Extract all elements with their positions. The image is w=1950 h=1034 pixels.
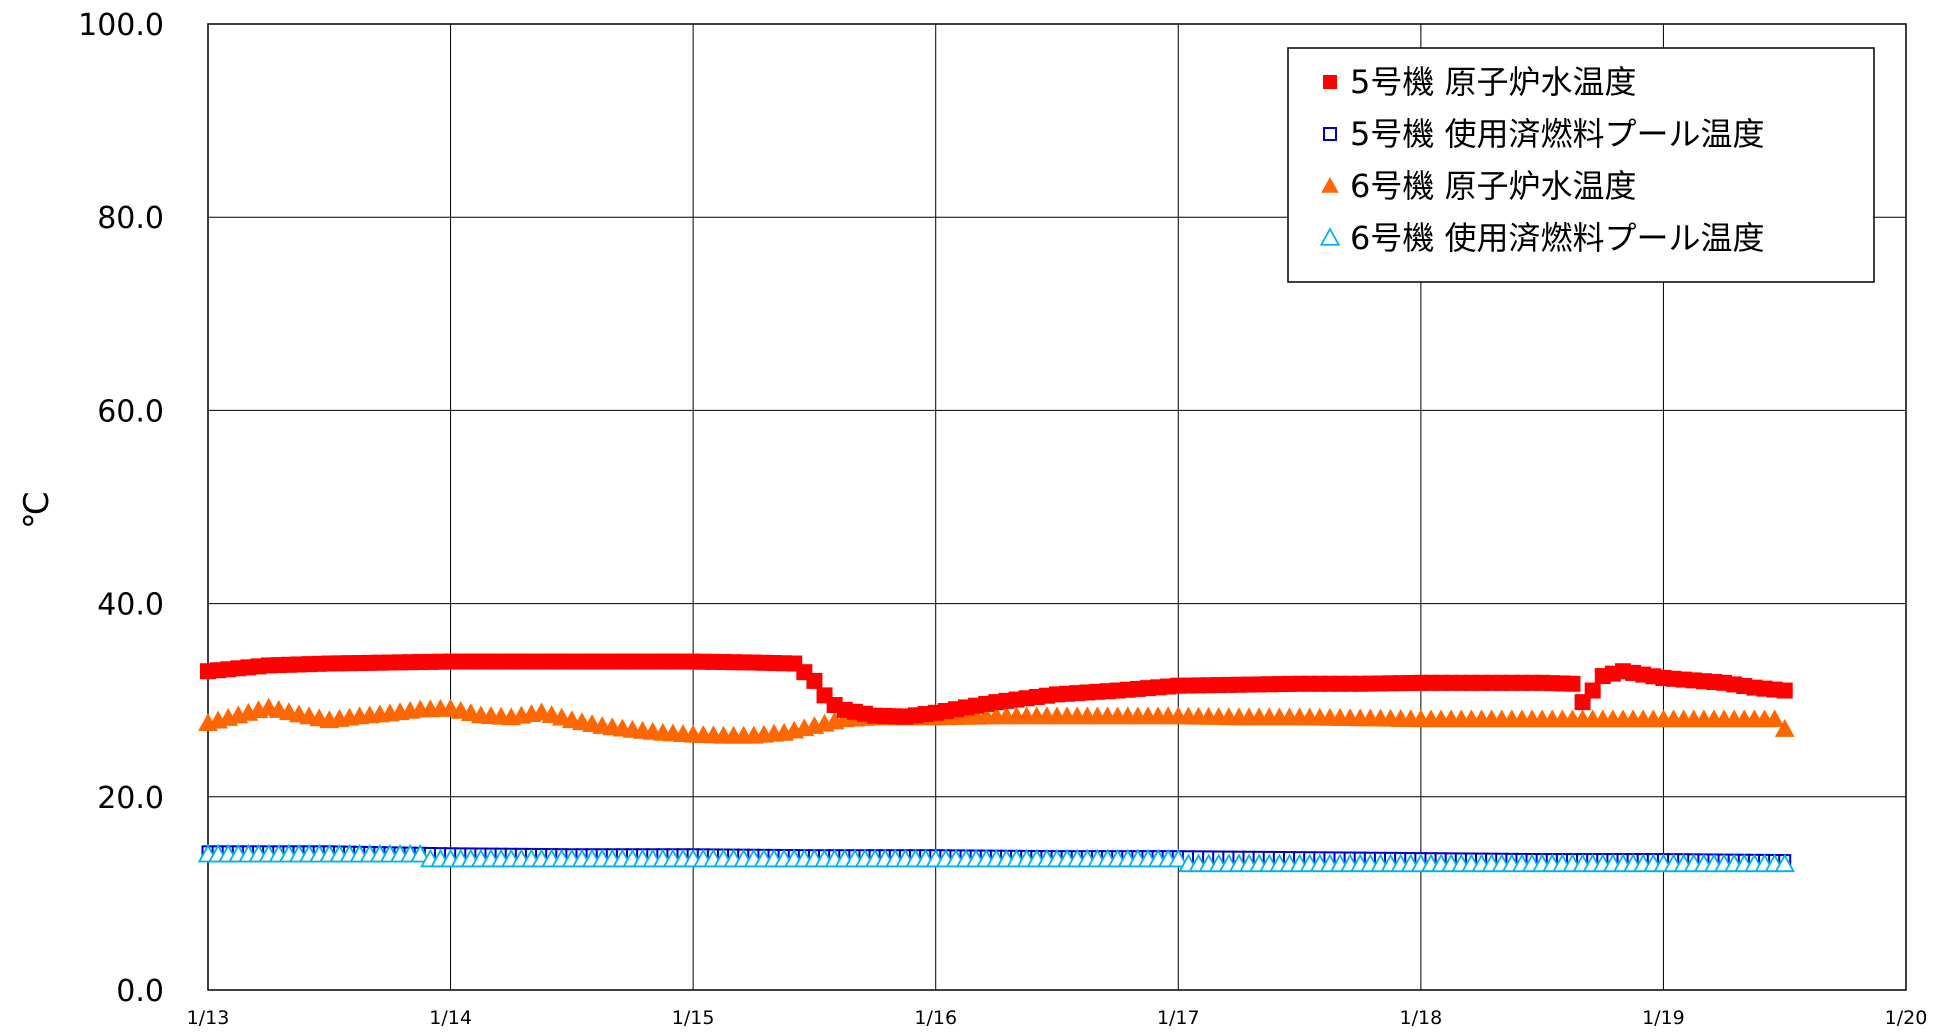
plot-area-frame xyxy=(207,23,1907,991)
data-point xyxy=(1584,682,1601,699)
legend-entry-unit5-spent-fuel-pool: 5号機 使用済燃料プール温度 xyxy=(1323,115,1765,153)
series-unit5-reactor-water xyxy=(200,653,1793,725)
legend-label: 5号機 原子炉水温度 xyxy=(1350,63,1637,101)
x-tick-label: 1/17 xyxy=(1157,1007,1200,1029)
data-point xyxy=(1168,848,1189,868)
x-tick-label: 1/18 xyxy=(1400,1007,1443,1029)
legend-label: 5号機 使用済燃料プール温度 xyxy=(1350,115,1765,153)
legend-marker xyxy=(1321,177,1339,193)
legend-entry-unit6-spent-fuel-pool: 6号機 使用済燃料プール温度 xyxy=(1319,219,1765,257)
data-point xyxy=(1776,682,1793,699)
legend-marker xyxy=(1323,127,1337,141)
x-tick-label: 1/16 xyxy=(914,1007,957,1029)
x-tick-label: 1/15 xyxy=(672,1007,715,1029)
data-point xyxy=(806,672,823,689)
y-tick-label: 60.0 xyxy=(97,394,164,429)
data-point xyxy=(1774,718,1795,737)
y-tick-label: 100.0 xyxy=(78,8,164,43)
x-tick-label: 1/13 xyxy=(187,1007,230,1029)
legend-box xyxy=(1287,47,1875,283)
y-tick-label: 80.0 xyxy=(97,201,164,236)
legend-marker xyxy=(1323,75,1337,89)
y-tick-label: 40.0 xyxy=(97,588,164,623)
y-axis-title: ℃ xyxy=(17,491,57,529)
x-tick-label: 1/20 xyxy=(1885,1007,1928,1029)
legend-marker xyxy=(1319,227,1341,246)
legend: 5号機 原子炉水温度 5号機 使用済燃料プール温度 6号機 原子炉水温度 6号機 使用… xyxy=(1287,47,1875,283)
legend-label: 6号機 原子炉水温度 xyxy=(1350,167,1637,205)
x-axis-tick-labels: 1/13 1/14 1/15 1/16 1/17 1/18 1/19 1/20 xyxy=(187,1007,1928,1029)
data-series xyxy=(197,653,1795,873)
x-tick-label: 1/19 xyxy=(1642,1007,1685,1029)
data-point xyxy=(1764,709,1785,728)
legend-entry-unit6-reactor-water: 6号機 原子炉水温度 xyxy=(1321,167,1637,205)
y-tick-label: 20.0 xyxy=(97,781,164,816)
x-tick-label: 1/14 xyxy=(429,1007,472,1029)
data-point xyxy=(1774,853,1795,873)
legend-entry-unit5-reactor-water: 5号機 原子炉水温度 xyxy=(1323,63,1637,101)
data-point xyxy=(1564,675,1581,692)
data-point xyxy=(410,843,431,863)
series-unit6-spent-fuel-pool xyxy=(197,843,1795,873)
y-axis-tick-labels: 0.0 20.0 40.0 60.0 80.0 100.0 xyxy=(78,8,164,1009)
legend-label: 6号機 使用済燃料プール温度 xyxy=(1350,219,1765,257)
y-tick-label: 0.0 xyxy=(116,974,164,1009)
